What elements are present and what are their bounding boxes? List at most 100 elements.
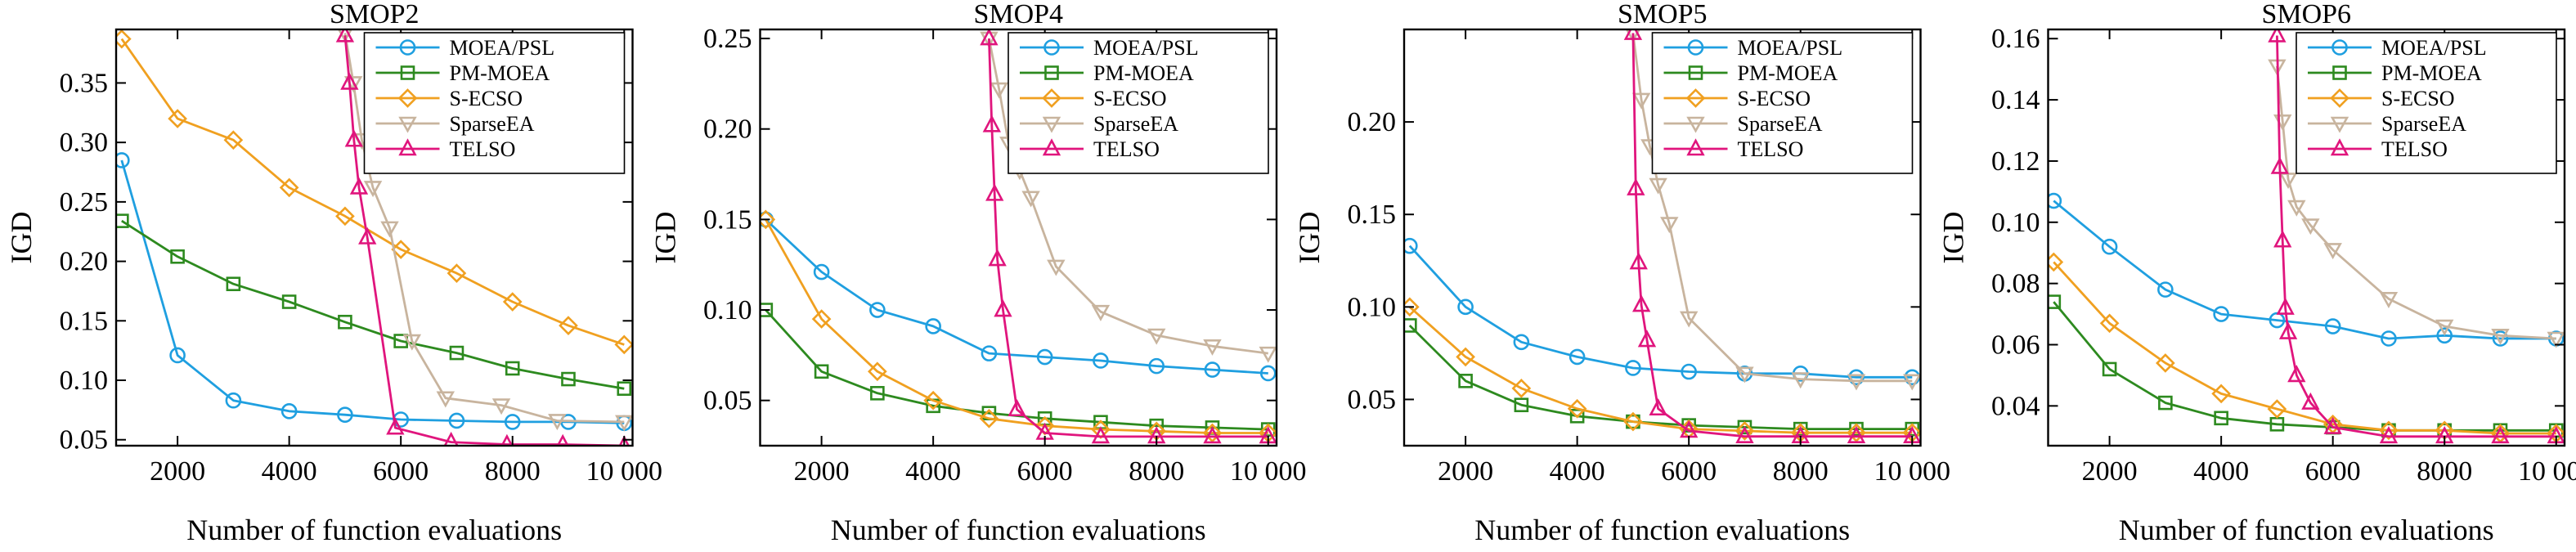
data-point — [2381, 330, 2397, 347]
legend-item: PM-MOEA — [2308, 61, 2482, 85]
x-tick-label: 6000 — [373, 456, 429, 487]
legend-marker — [2330, 138, 2349, 156]
legend-item: TELSO — [1663, 137, 1803, 161]
data-point — [760, 303, 774, 317]
legend-label: TELSO — [1093, 137, 1160, 161]
x-tick-label: 4000 — [262, 456, 317, 487]
legend-box — [2296, 32, 2557, 174]
x-tick-label: 6000 — [1017, 456, 1073, 487]
data-point — [2101, 238, 2118, 255]
legend-item: TELSO — [375, 137, 516, 161]
data-point — [1627, 177, 1645, 195]
data-point — [869, 302, 886, 318]
legend-item: SparseEA — [1663, 112, 1823, 136]
data-point — [1735, 421, 1755, 441]
data-point — [449, 345, 464, 361]
data-point — [363, 181, 383, 198]
data-point — [168, 109, 187, 128]
data-point — [559, 316, 578, 335]
legend-marker — [1686, 116, 1705, 133]
data-point — [1631, 92, 1651, 110]
data-point — [2287, 365, 2306, 383]
data-point — [814, 364, 829, 379]
chart-title: SMOP6 — [2261, 0, 2351, 29]
legend-label: TELSO — [450, 137, 516, 161]
data-point — [2323, 243, 2342, 260]
data-point — [1847, 425, 1866, 443]
legend-label: S-ECSO — [2381, 87, 2455, 110]
data-point — [340, 72, 359, 90]
y-tick-label: 0.25 — [703, 24, 752, 54]
legend-label: MOEA/PSL — [1738, 36, 1843, 60]
data-point — [2267, 399, 2287, 419]
legend-item: SparseEA — [375, 112, 535, 136]
legend-item: S-ECSO — [375, 87, 523, 110]
legend-item: PM-MOEA — [1663, 61, 1838, 85]
x-tick-label: 8000 — [2417, 456, 2472, 487]
data-point — [391, 240, 411, 259]
x-tick-label: 4000 — [1550, 456, 1605, 487]
data-point — [2273, 230, 2292, 248]
data-point — [116, 152, 130, 168]
legend-marker — [1686, 138, 1705, 156]
series-line — [2053, 261, 2556, 435]
y-tick-label: 0.10 — [1348, 292, 1397, 322]
x-tick-label: 2000 — [150, 456, 205, 487]
legend-label: MOEA/PSL — [450, 36, 555, 60]
chart-title: SMOP5 — [1618, 0, 1708, 29]
y-tick-label: 0.15 — [60, 306, 109, 336]
data-point — [1625, 360, 1641, 376]
legend-item: MOEA/PSL — [2308, 36, 2487, 60]
data-point — [2048, 192, 2062, 209]
data-point — [1008, 398, 1026, 417]
x-axis-label: Number of function evaluations — [1474, 514, 1850, 546]
series-line — [1631, 33, 1913, 383]
legend-item: PM-MOEA — [1020, 61, 1194, 85]
data-point — [1649, 397, 1667, 416]
data-point — [2379, 425, 2399, 444]
legend-label: S-ECSO — [1093, 87, 1167, 110]
x-tick-label: 10 000 — [1230, 456, 1307, 487]
data-point — [1737, 420, 1752, 435]
data-point — [990, 82, 1008, 99]
y-tick-label: 0.04 — [1991, 391, 2040, 421]
data-point — [281, 294, 297, 309]
legend-item: PM-MOEA — [375, 61, 550, 85]
x-tick-label: 2000 — [2082, 456, 2138, 487]
data-point — [1259, 346, 1277, 363]
chart-panel: SMOP6 2000 4000 6000 8000 10 000 0.04 0.06 0.08 0… — [1937, 0, 2576, 546]
data-point — [2435, 319, 2454, 336]
legend-marker — [2332, 65, 2347, 80]
legend-item: S-ECSO — [1020, 87, 1167, 110]
legend-label: S-ECSO — [1738, 87, 1811, 110]
data-point — [1681, 363, 1697, 380]
data-point — [491, 398, 511, 415]
series-line — [343, 33, 625, 424]
data-point — [335, 29, 355, 43]
data-point — [2547, 331, 2565, 348]
data-point — [1091, 304, 1111, 321]
data-point — [1204, 361, 1221, 378]
data-point — [985, 183, 1004, 201]
y-tick-label: 0.20 — [703, 114, 752, 145]
plot-frame — [1402, 28, 1922, 447]
data-point — [2301, 218, 2320, 236]
data-point — [337, 406, 353, 423]
data-point — [2287, 200, 2306, 217]
legend-label: PM-MOEA — [450, 61, 550, 85]
data-point — [868, 361, 887, 382]
x-axis-label: Number of function evaluations — [831, 514, 1206, 546]
data-point — [223, 130, 244, 150]
data-point — [2324, 318, 2341, 334]
y-tick-label: 0.05 — [60, 425, 109, 456]
data-point — [226, 276, 241, 292]
data-point — [1660, 217, 1679, 234]
data-point — [2214, 411, 2228, 426]
series-line — [988, 38, 1268, 355]
y-tick-label: 0.25 — [60, 187, 109, 218]
series-line — [120, 159, 625, 424]
data-point — [500, 433, 514, 446]
